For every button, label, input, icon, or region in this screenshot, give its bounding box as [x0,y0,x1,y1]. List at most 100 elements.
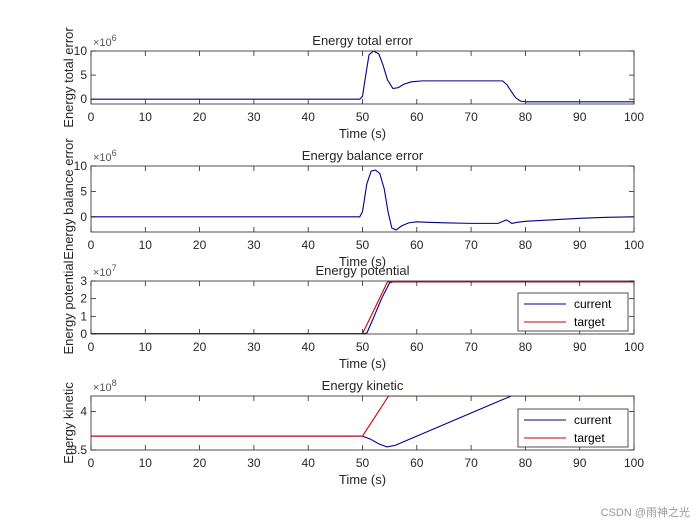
x-tick-label: 30 [247,456,261,470]
y-tick-label: 5 [80,184,87,198]
exponent-label: ×108 [93,378,117,394]
x-tick-label: 60 [410,110,424,124]
x-tick-label: 100 [624,110,644,124]
legend: current target [517,408,629,448]
y-tick-label: 3 [80,274,87,288]
legend-label-target: target [574,315,605,329]
subplot-2: 0 10 20 30 40 50 60 70 80 90 100 0 5 10 ×106 Energy bal… [61,138,644,269]
x-tick-label: 40 [302,238,316,252]
legend: current target [517,292,629,332]
series-line-error [91,169,634,231]
exponent-label: ×107 [93,263,117,279]
x-tick-label: 80 [519,110,533,124]
legend-box [517,408,629,448]
exponent-power: 7 [112,263,117,273]
exponent-base: ×10 [93,37,112,49]
y-tick-label: 1 [80,309,87,323]
subplot-1: 0 10 20 30 40 50 60 70 80 90 100 0 5 10 ×106 Energy tot… [61,27,644,141]
exponent-label: ×106 [93,33,117,49]
exponent-base: ×10 [93,382,112,394]
x-tick-label: 50 [356,238,370,252]
subplot-4: 0 10 20 30 40 50 60 70 80 90 100 3.5 4 ×108 Energy kin… [61,378,644,487]
exponent-power: 6 [112,33,117,43]
x-tick-label: 50 [356,456,370,470]
x-tick-label: 30 [247,110,261,124]
axes-background [91,166,634,232]
x-tick-label: 90 [573,456,587,470]
y-tick-label: 0 [80,210,87,224]
exponent-power: 6 [112,148,117,158]
x-tick-label: 80 [519,456,533,470]
x-tick-label: 30 [247,238,261,252]
x-tick-label: 100 [624,456,644,470]
x-tick-label: 90 [573,110,587,124]
x-tick-label: 60 [410,456,424,470]
y-axis-label: Energy potential [61,260,76,354]
series-line-current [91,396,634,448]
x-tick-label: 10 [139,456,153,470]
x-tick-label: 20 [193,110,207,124]
legend-label-current: current [574,413,612,427]
chart-title: Energy balance error [302,148,424,163]
subplot-3: 0 10 20 30 40 50 60 70 80 90 100 0 1 2 3 ×107 Energy pot… [61,260,644,371]
watermark: CSDN @雨神之光 [601,505,690,519]
x-tick-label: 40 [302,456,316,470]
x-tick-label: 0 [88,238,95,252]
x-tick-label: 50 [356,110,370,124]
legend-label-target: target [574,431,605,445]
x-tick-label: 0 [88,110,95,124]
y-tick-label: 4 [80,404,87,418]
x-tick-label: 70 [464,340,478,354]
x-tick-label: 10 [139,110,153,124]
x-tick-label: 90 [573,238,587,252]
x-tick-label: 20 [193,340,207,354]
y-axis-label: Energy kinetic [61,382,76,464]
y-tick-label: 2 [80,292,87,306]
chart-title: Energy kinetic [322,378,404,393]
x-axis-label: Time (s) [339,254,386,269]
x-tick-label: 60 [410,238,424,252]
x-tick-label: 80 [519,340,533,354]
exponent-base: ×10 [93,267,112,279]
chart-title: Energy total error [312,33,413,48]
x-axis-label: Time (s) [339,356,386,371]
x-axis-label: Time (s) [339,472,386,487]
x-tick-label: 100 [624,340,644,354]
exponent-power: 8 [112,378,117,388]
y-tick-label: 0 [80,92,87,106]
x-tick-label: 0 [88,456,95,470]
x-tick-label: 0 [88,340,95,354]
exponent-base: ×10 [93,152,112,164]
y-tick-label: 3.5 [70,443,87,457]
x-tick-label: 70 [464,110,478,124]
y-axis-label: Energy balance error [61,138,76,260]
y-tick-label: 5 [80,68,87,82]
y-axis-label: Energy total error [61,27,76,128]
series-line-target [91,396,634,437]
exponent-label: ×106 [93,148,117,164]
chart-title: Energy potential [316,263,410,278]
x-axis-label: Time (s) [339,126,386,141]
x-tick-label: 70 [464,456,478,470]
x-tick-label: 100 [624,238,644,252]
x-tick-label: 20 [193,456,207,470]
x-tick-label: 80 [519,238,533,252]
x-tick-label: 40 [302,110,316,124]
x-tick-label: 70 [464,238,478,252]
legend-box [517,292,629,332]
x-tick-label: 10 [139,340,153,354]
y-tick-label: 0 [80,327,87,341]
x-tick-label: 90 [573,340,587,354]
x-tick-label: 60 [410,340,424,354]
x-tick-label: 10 [139,238,153,252]
series-line-error [91,51,634,103]
y-tick-label: 10 [74,159,88,173]
x-tick-label: 20 [193,238,207,252]
x-tick-label: 40 [302,340,316,354]
legend-label-current: current [574,297,612,311]
x-tick-label: 50 [356,340,370,354]
y-tick-label: 10 [74,44,88,58]
x-tick-label: 30 [247,340,261,354]
